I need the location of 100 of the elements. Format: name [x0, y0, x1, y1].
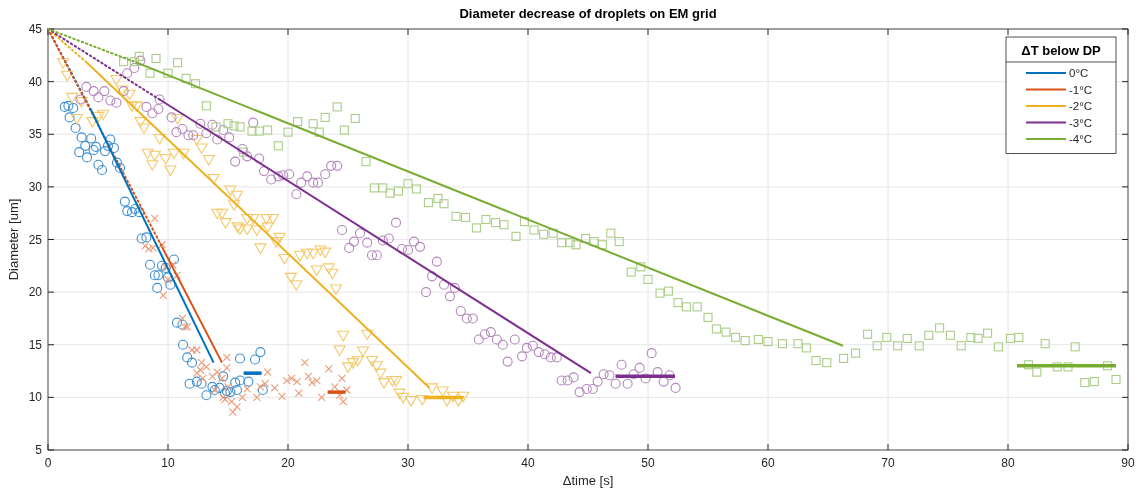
point — [80, 140, 91, 151]
point — [149, 270, 160, 281]
point — [134, 207, 145, 218]
point — [196, 365, 205, 375]
point — [152, 282, 163, 293]
point — [76, 132, 87, 143]
point — [228, 408, 237, 417]
point — [184, 378, 195, 389]
point — [114, 162, 126, 173]
point — [102, 140, 114, 151]
point — [172, 271, 182, 280]
point — [252, 393, 261, 402]
point — [153, 270, 164, 281]
legend-label: 0°C — [1069, 67, 1089, 79]
y-tick-label: 5 — [35, 443, 43, 457]
point — [300, 358, 309, 367]
point — [202, 362, 211, 371]
point — [59, 101, 70, 112]
point — [324, 364, 333, 374]
x-tick-label: 50 — [641, 456, 655, 470]
x-tick-label: 40 — [521, 456, 535, 470]
point — [307, 378, 317, 387]
y-tick-label: 40 — [28, 74, 43, 89]
point — [263, 368, 272, 377]
point — [177, 339, 189, 350]
point — [234, 375, 246, 386]
point — [238, 393, 247, 402]
legend-label: -4°C — [1069, 133, 1093, 145]
point — [141, 232, 152, 243]
point — [144, 259, 156, 270]
point — [261, 379, 270, 388]
point — [231, 384, 243, 396]
x-axis-title: Δtime [s] — [562, 473, 614, 488]
point — [157, 240, 167, 249]
point — [255, 347, 266, 358]
point — [214, 382, 225, 393]
point — [292, 377, 302, 386]
point — [93, 159, 104, 170]
y-axis-title: Diameter [um] — [6, 198, 21, 281]
point — [99, 146, 111, 157]
point — [230, 377, 241, 388]
point — [337, 374, 347, 383]
legend-label: -3°C — [1069, 116, 1093, 129]
point — [191, 376, 202, 387]
point — [222, 363, 231, 372]
point — [330, 382, 339, 391]
point — [270, 383, 279, 392]
point — [90, 141, 102, 152]
y-tick-label: 20 — [28, 285, 43, 300]
point — [339, 397, 348, 406]
x-tick-label: 10 — [161, 456, 175, 470]
point — [208, 372, 217, 381]
point — [213, 368, 222, 377]
legend-label: -2°C — [1069, 100, 1093, 112]
point — [243, 376, 254, 387]
point — [74, 147, 85, 158]
point — [196, 378, 207, 389]
point — [81, 152, 93, 163]
point — [159, 291, 168, 300]
point — [232, 402, 242, 411]
y-tick-label: 15 — [28, 337, 43, 352]
point — [201, 390, 212, 401]
point — [182, 352, 193, 363]
point — [111, 157, 123, 168]
point — [183, 322, 192, 331]
point — [178, 314, 187, 323]
point — [122, 206, 133, 217]
point — [225, 387, 236, 398]
point — [187, 345, 197, 355]
x-tick-label: 60 — [761, 456, 775, 470]
point — [126, 207, 138, 218]
y-tick-label: 25 — [28, 232, 43, 247]
point — [105, 134, 116, 145]
point — [256, 382, 265, 391]
point — [171, 317, 183, 328]
point — [88, 144, 99, 156]
y-tick-label: 45 — [28, 22, 43, 36]
point — [168, 254, 180, 265]
point — [70, 122, 81, 133]
point — [257, 384, 268, 396]
chart-title: Diameter decrease of droplets on EM grid — [459, 6, 717, 21]
point — [222, 353, 231, 362]
legend-label: -1°C — [1069, 83, 1093, 96]
point — [96, 164, 108, 176]
point — [249, 354, 261, 365]
point — [197, 358, 206, 367]
point — [86, 133, 97, 144]
point — [192, 369, 201, 378]
legend-title: ΔT below DP — [1021, 43, 1102, 58]
point — [150, 214, 159, 223]
point — [234, 353, 246, 364]
point — [129, 203, 141, 215]
x-tick-label: 30 — [401, 456, 415, 470]
x-tick-label: 0 — [44, 456, 52, 470]
point — [304, 372, 313, 381]
x-tick-label: 20 — [281, 456, 295, 470]
point — [277, 392, 287, 401]
point — [198, 374, 207, 383]
point — [68, 102, 79, 113]
point — [165, 279, 176, 290]
